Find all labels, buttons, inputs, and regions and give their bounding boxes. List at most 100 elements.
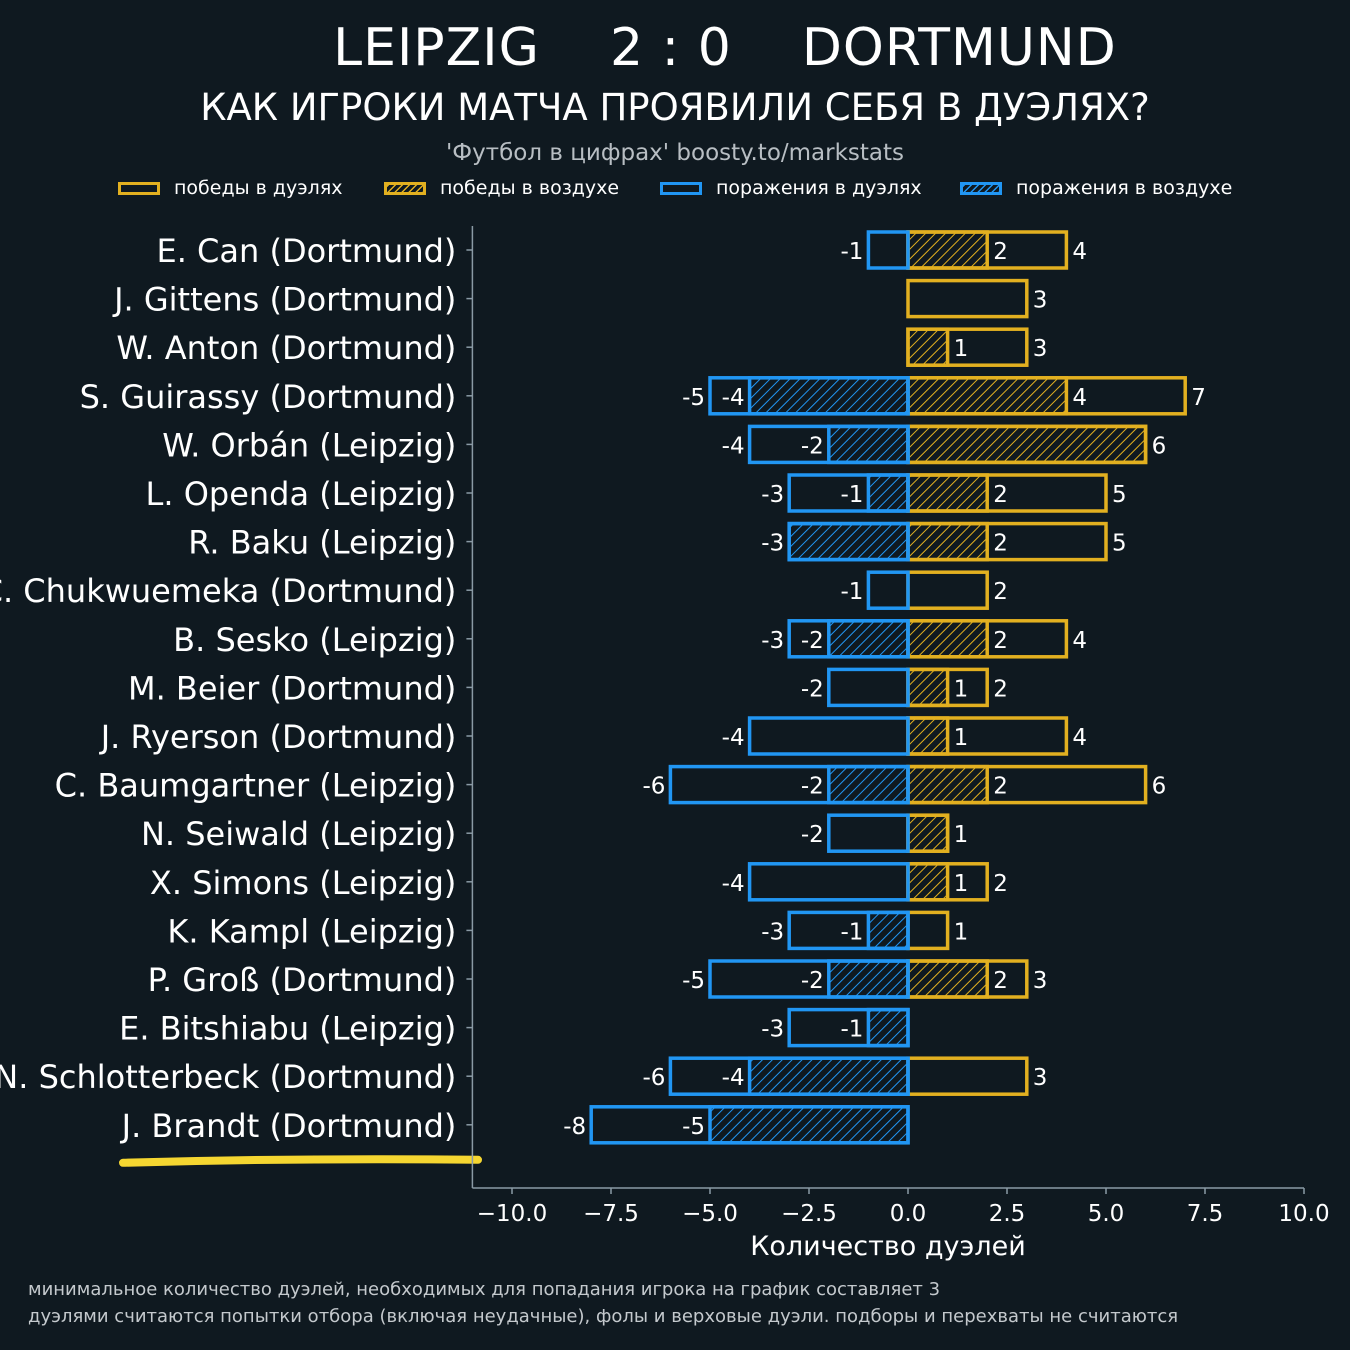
- player-name-label: L. Openda (Leipzig): [146, 475, 457, 513]
- x-tick-label: 2.5: [989, 1201, 1026, 1227]
- player-name-label: E. Can (Dortmund): [156, 232, 456, 270]
- aerial-wins-label: 1: [954, 871, 969, 897]
- aerial-losses-label: -2: [801, 628, 824, 654]
- player-name-label: E. Bitshiabu (Leipzig): [119, 1010, 456, 1048]
- aerial-wins-bar: [906, 764, 989, 805]
- aerial-losses-bar: [827, 619, 910, 659]
- player-row: 31: [954, 336, 1048, 362]
- player-row: 5 2 -3 -1: [761, 482, 1126, 508]
- aerial-losses-label: -4: [722, 1065, 745, 1091]
- aerial-wins-bar: [906, 716, 950, 756]
- x-tick-label: −5.0: [682, 1201, 738, 1227]
- aerial-wins-label: 2: [993, 774, 1008, 800]
- aerial-losses-bar: [827, 424, 910, 465]
- duel-wins-label: 6: [1152, 774, 1167, 800]
- aerial-losses-bar: [708, 1105, 910, 1145]
- legend-item-aerial-losses: поражения в воздухе: [960, 177, 1232, 199]
- duel-losses-label: -2: [801, 676, 824, 702]
- legend-swatch-aerial-wins: [384, 181, 426, 195]
- x-tick-label: 5.0: [1088, 1201, 1125, 1227]
- player-row: -8 -5: [563, 1114, 705, 1140]
- aerial-losses-label: -4: [722, 385, 745, 411]
- legend-item-duel-losses: поражения в дуэлях: [660, 177, 922, 199]
- legend-item-aerial-wins: победы в воздухе: [384, 177, 619, 199]
- duel-losses-label: -2: [801, 822, 824, 848]
- x-tick-label: 10.0: [1278, 1201, 1329, 1227]
- duel-losses-bar: [747, 716, 910, 756]
- aerial-losses-label: -2: [801, 968, 824, 994]
- aerial-wins-label: 2: [993, 482, 1008, 508]
- player-name-label: N. Seiwald (Leipzig): [141, 815, 456, 853]
- chart-subtitle: КАК ИГРОКИ МАТЧА ПРОЯВИЛИ СЕБЯ В ДУЭЛЯХ?: [200, 86, 1150, 129]
- aerial-wins-label: 1: [954, 676, 969, 702]
- aerial-wins-label: 2: [993, 968, 1008, 994]
- duel-losses-label: -3: [761, 531, 784, 557]
- duel-wins-label: 3: [1033, 1065, 1048, 1091]
- aerial-losses-bar: [747, 376, 910, 416]
- duel-wins-label: 7: [1191, 385, 1206, 411]
- x-tick-label: 7.5: [1187, 1201, 1224, 1227]
- legend-swatch-aerial-losses: [960, 181, 1002, 195]
- duel-wins-bar: [906, 910, 950, 951]
- legend-label-aerial-losses: поражения в воздухе: [1016, 177, 1233, 199]
- aerial-wins-bar: [906, 327, 950, 367]
- duel-losses-label: -4: [722, 433, 745, 459]
- aerial-losses-label: -2: [801, 433, 824, 459]
- aerial-wins-label: 1: [954, 336, 969, 362]
- player-name-label: S. Guirassy (Dortmund): [80, 378, 457, 416]
- legend-item-duel-wins: победы в дуэлях: [118, 177, 343, 199]
- aerial-losses-label: -2: [801, 774, 824, 800]
- aerial-wins-label: 2: [993, 531, 1008, 557]
- aerial-losses-label: -1: [840, 919, 863, 945]
- player-row: 1 -3 -1: [761, 919, 968, 945]
- legend-label-duel-losses: поражения в дуэлях: [716, 177, 922, 199]
- aerial-wins-bar: [906, 667, 950, 708]
- duel-wins-label: 1: [954, 822, 969, 848]
- chart-credit: 'Футбол в цифрах' boosty.to/markstats: [445, 140, 905, 166]
- x-tick-label: −2.5: [781, 1201, 837, 1227]
- aerial-wins-bar: [906, 813, 950, 853]
- duel-losses-label: -5: [682, 385, 705, 411]
- duel-wins-label: 6: [1152, 433, 1167, 459]
- aerial-wins-bar: [906, 959, 989, 999]
- duel-wins-label: 3: [1033, 968, 1048, 994]
- duel-losses-label: -1: [840, 239, 863, 265]
- aerial-wins-bar: [906, 473, 989, 513]
- aerial-losses-label: -5: [682, 1114, 705, 1140]
- x-tick-label: −10.0: [477, 1201, 547, 1227]
- duel-wins-label: 4: [1072, 725, 1087, 751]
- aerial-losses-bar: [866, 1007, 910, 1048]
- player-row: 21 -4: [722, 871, 1008, 897]
- x-axis-label: Количество дуэлей: [750, 1231, 1026, 1262]
- duel-losses-label: -3: [761, 482, 784, 508]
- player-row: 4 2 -3 -2: [761, 628, 1087, 654]
- player-row: 2 -1: [840, 579, 1007, 605]
- player-row: 6 -4 -2: [722, 433, 1167, 459]
- duel-losses-label: -3: [761, 628, 784, 654]
- duel-losses-bar: [866, 570, 910, 610]
- player-row: 32 -5 -2: [682, 968, 1047, 994]
- duel-losses-bar: [866, 230, 910, 270]
- player-name-label: N. Schlotterbeck (Dortmund): [0, 1058, 456, 1096]
- player-row: 5 2 -3: [761, 531, 1126, 557]
- duel-wins-label: 2: [993, 676, 1008, 702]
- duel-wins-label: 2: [993, 871, 1008, 897]
- duel-losses-bar: [827, 813, 910, 853]
- legend: победы в дуэлях победы в воздухе поражен…: [0, 177, 1350, 203]
- player-row: 3 -6 -4: [642, 1065, 1047, 1091]
- player-name-label: C. Baumgartner (Leipzig): [55, 767, 457, 805]
- duel-losses-bar: [747, 862, 910, 902]
- aerial-losses-bar: [827, 764, 910, 805]
- x-tick-label: 0.0: [890, 1201, 927, 1227]
- player-row: 6 2 -6 -2: [642, 774, 1166, 800]
- legend-label-aerial-wins: победы в воздухе: [440, 177, 620, 199]
- duel-wins-label: 3: [1033, 336, 1048, 362]
- aerial-wins-label: 4: [1072, 385, 1087, 411]
- aerial-wins-bar: [906, 862, 950, 902]
- player-name-label: W. Anton (Dortmund): [116, 329, 456, 367]
- player-name-label: M. Beier (Dortmund): [128, 669, 456, 707]
- duel-wins-label: 5: [1112, 482, 1127, 508]
- duel-wins-bar: [906, 278, 1029, 319]
- aerial-wins-bar: [906, 376, 1069, 416]
- aerial-losses-bar: [866, 910, 910, 951]
